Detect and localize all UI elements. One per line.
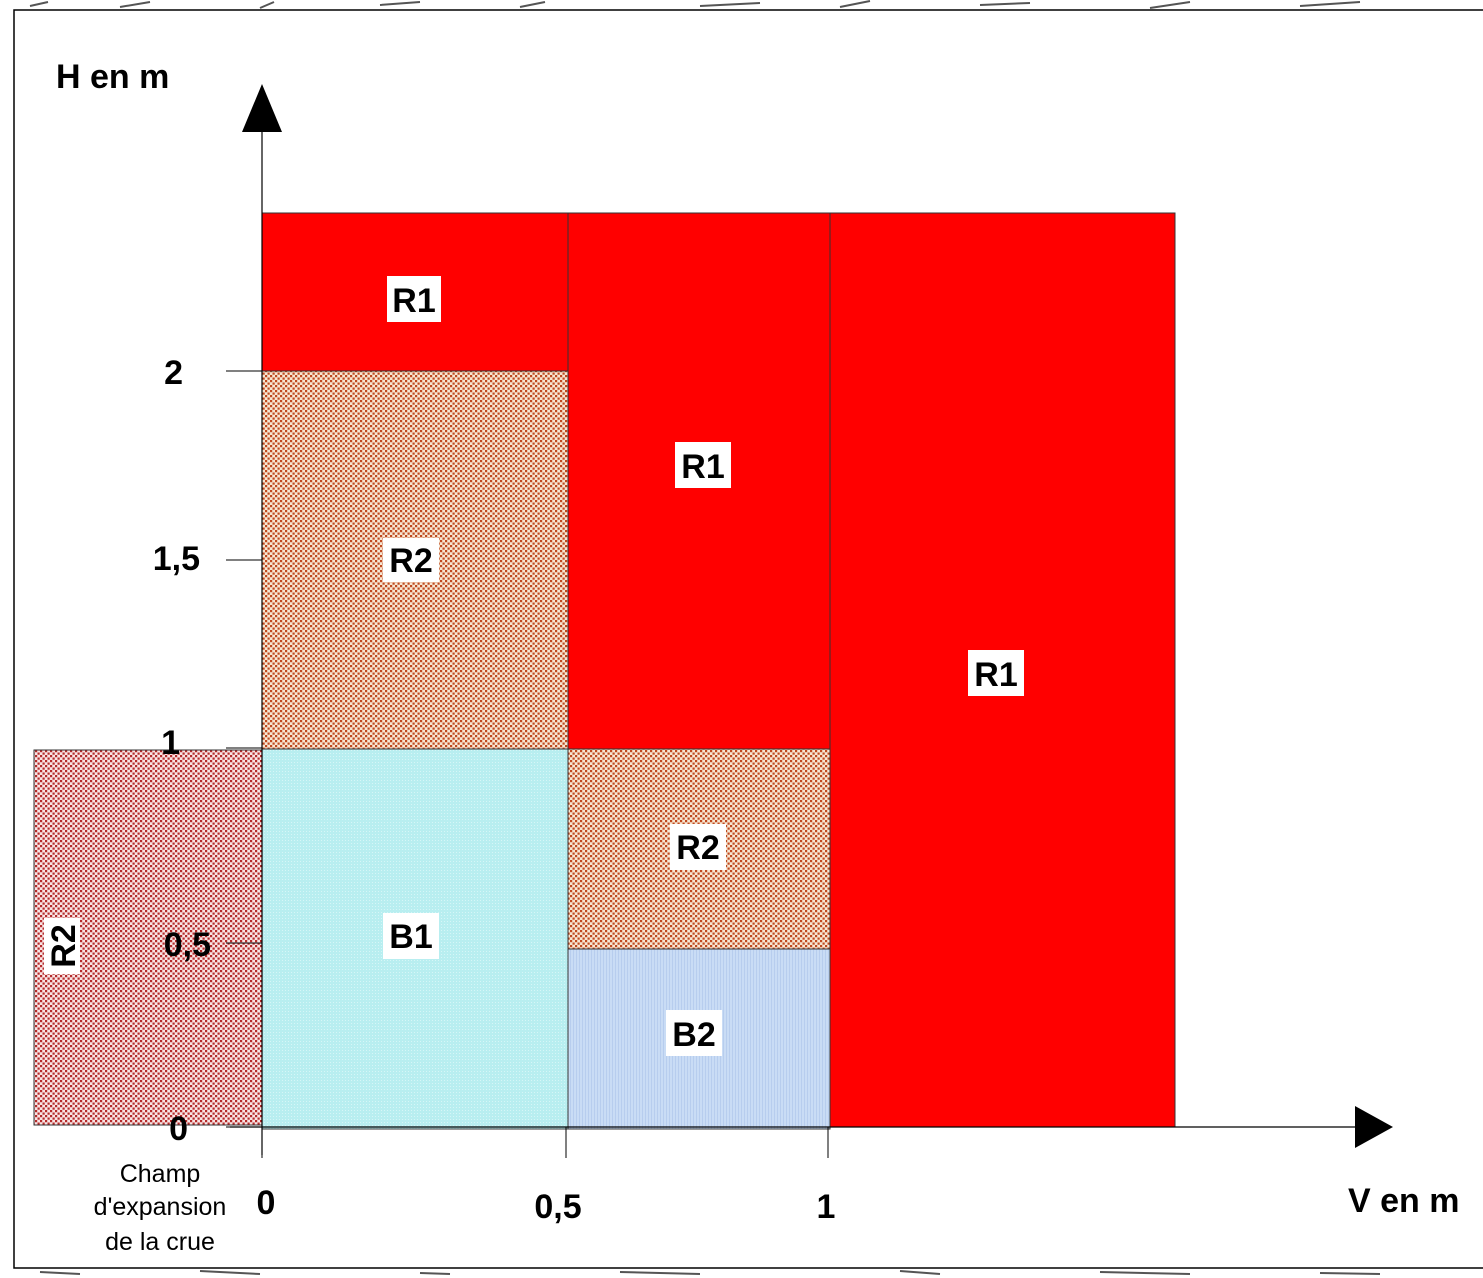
zone-label: R2: [45, 924, 83, 967]
expansion-note-line1: Champ: [120, 1160, 201, 1188]
label-r1-right: R1: [968, 650, 1024, 696]
x-axis-arrow: [1355, 1106, 1393, 1148]
label-r1-middle: R1: [675, 442, 731, 488]
x-axis-title: V en m: [1348, 1182, 1459, 1220]
label-r2-upper-left: R2: [383, 538, 439, 582]
y-tick-label-1-5: 1,5: [153, 540, 200, 578]
zone-label: R2: [676, 829, 719, 867]
y-tick-label-0: 0: [169, 1110, 188, 1148]
zone-label: B2: [672, 1016, 715, 1054]
expansion-note-line2: d'expansion: [94, 1193, 227, 1221]
zone-label: B1: [389, 918, 432, 956]
zone-label: R1: [681, 448, 724, 486]
label-b2: B2: [666, 1010, 722, 1056]
label-r2-middle: R2: [670, 824, 726, 870]
y-axis-title: H en m: [56, 58, 169, 96]
label-b1: B1: [383, 913, 439, 959]
y-tick-label-1: 1: [161, 724, 180, 762]
label-r2-expansion: R2: [44, 918, 83, 974]
y-axis-arrow: [242, 84, 282, 132]
zone-label: R1: [974, 656, 1017, 694]
expansion-note-line3: de la crue: [105, 1228, 215, 1256]
zone-label: R1: [392, 282, 435, 320]
x-tick-marks: [262, 1127, 828, 1158]
x-tick-label-0: 0: [257, 1184, 276, 1222]
x-tick-label-0-5: 0,5: [534, 1188, 581, 1226]
zone-label: R2: [389, 542, 432, 580]
label-r1-top-left: R1: [387, 276, 441, 322]
y-tick-label-2: 2: [164, 354, 183, 392]
y-tick-label-0-5: 0,5: [164, 926, 211, 964]
x-tick-label-1: 1: [817, 1188, 836, 1226]
